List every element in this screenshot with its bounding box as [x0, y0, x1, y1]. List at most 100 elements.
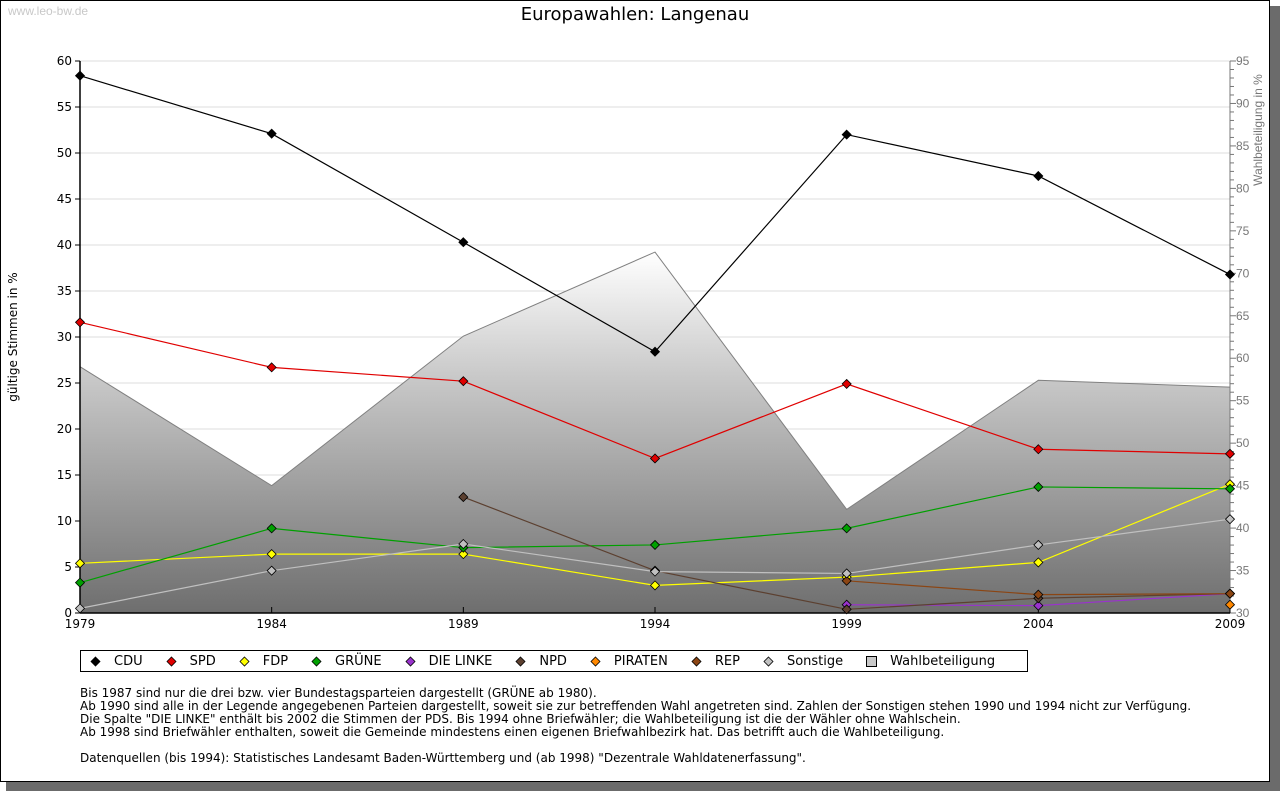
legend-label: PIRATEN [613, 653, 668, 669]
legend-diamond-icon [238, 655, 251, 668]
y2-tick-label: 30 [1236, 606, 1250, 620]
y-tick-label: 60 [57, 54, 72, 68]
data-point-sonstige [1224, 514, 1236, 525]
y2-tick-label: 70 [1236, 266, 1250, 280]
y2-tick-label: 95 [1236, 54, 1250, 68]
data-point-cdu [266, 128, 277, 139]
y-tick-label: 20 [57, 422, 72, 436]
footnotes: Bis 1987 sind nur die drei bzw. vier Bun… [80, 687, 1191, 765]
data-point-fdp [458, 549, 469, 560]
legend-diamond-icon [89, 655, 102, 668]
legend-item: GRÜNE [310, 654, 382, 669]
data-point-fdp [266, 549, 277, 560]
x-tick-label: 1979 [65, 617, 96, 631]
data-point-rep [1033, 589, 1044, 600]
legend-label: Wahlbeteiligung [890, 653, 996, 669]
legend-label: Sonstige [786, 653, 844, 669]
data-point-sonstige [649, 566, 661, 577]
y2-tick-label: 60 [1236, 351, 1250, 365]
footnote-line: Bis 1987 sind nur die drei bzw. vier Bun… [80, 686, 597, 700]
data-point-gr-ne [1224, 483, 1236, 494]
y2-tick-label: 35 [1236, 564, 1250, 578]
data-point-fdp [649, 580, 661, 591]
y-tick-label: 55 [57, 100, 72, 114]
turnout-line [79, 251, 1231, 511]
data-point-spd [458, 376, 469, 387]
y2-tick-label: 85 [1236, 139, 1250, 153]
y-tick-label: 45 [57, 192, 72, 206]
data-point-cdu [458, 237, 469, 248]
data-point-gr-ne [266, 523, 277, 534]
x-tick-label: 1989 [448, 617, 479, 631]
y-tick-label: 15 [57, 468, 72, 482]
x-tick-label: 2004 [1023, 617, 1054, 631]
legend-diamond-icon [589, 655, 602, 668]
y-tick-label: 50 [57, 146, 72, 160]
x-tick-label: 1994 [640, 617, 671, 631]
data-point-rep [1224, 588, 1236, 599]
legend-diamond-icon [690, 655, 703, 668]
data-point-spd [841, 378, 852, 389]
y2-tick-label: 80 [1236, 181, 1250, 195]
data-point-spd [74, 317, 86, 328]
data-point-cdu [649, 346, 661, 357]
turnout-area-layer [79, 251, 1231, 614]
data-point-cdu [1033, 170, 1044, 182]
data-point-npd [841, 604, 852, 615]
y2-tick-label: 40 [1236, 521, 1250, 535]
y2-tick-label: 75 [1236, 224, 1250, 238]
legend-label: REP [714, 653, 740, 669]
y-axis-label: gültige Stimmen in % [6, 272, 20, 401]
data-point-sonstige [266, 565, 277, 576]
footnote-line: Ab 1990 sind alle in der Legende angegeb… [80, 699, 1192, 713]
legend-item: PIRATEN [589, 654, 668, 669]
data-point-fdp [1033, 557, 1044, 568]
y-tick-label: 35 [57, 284, 72, 298]
legend-diamond-icon [514, 655, 527, 668]
watermark: www.leo-bw.de [8, 4, 89, 18]
legend-label: DIE LINKE [428, 653, 493, 669]
y-tick-label: 30 [57, 330, 72, 344]
series-points [74, 70, 1236, 615]
legend-diamond-icon [165, 655, 178, 668]
data-point-sonstige [1033, 539, 1044, 550]
legend-item: Wahlbeteiligung [865, 654, 995, 669]
turnout-area [80, 252, 1230, 614]
y2-tick-label: 50 [1236, 436, 1250, 450]
legend-label: CDU [114, 653, 143, 669]
y2-tick-label: 45 [1236, 479, 1250, 493]
data-point-spd [1033, 444, 1044, 455]
footnote-line: Ab 1998 sind Briefwähler enthalten, sowe… [80, 725, 945, 739]
legend-label: SPD [189, 653, 216, 669]
data-point-gr-ne [649, 539, 661, 550]
y2-tick-label: 55 [1236, 394, 1250, 408]
y-tick-label: 0 [64, 606, 72, 620]
frame-shadow-bottom [6, 782, 1280, 791]
data-point-gr-ne [841, 523, 852, 534]
y-tick-label: 40 [57, 238, 72, 252]
frame-shadow-right [1270, 6, 1280, 791]
data-point-sonstige [841, 568, 852, 579]
y2-axis-label: Wahlbeteiligung in % [1251, 74, 1265, 186]
legend-item: CDU [89, 654, 143, 669]
chart-plot: 0 5 10 15 20 25 30 35 40 45 50 55 60 30 35 40 45 50 55 60 65… [6, 54, 1265, 631]
x-tick-label: 2009 [1215, 617, 1246, 631]
legend-square-icon [865, 655, 878, 668]
legend-item: REP [690, 654, 740, 669]
data-point-spd [1224, 448, 1236, 459]
data-point-die-linke [1033, 600, 1044, 611]
data-point-fdp [74, 558, 86, 569]
data-point-piraten [1224, 599, 1236, 610]
data-point-spd [266, 362, 277, 373]
legend-item: FDP [238, 654, 288, 669]
legend-label: NPD [539, 653, 567, 669]
legend-label: GRÜNE [335, 653, 382, 669]
data-point-gr-ne [1033, 481, 1044, 493]
legend-diamond-icon [762, 655, 775, 668]
data-point-sonstige [458, 538, 469, 550]
y-tick-label: 10 [57, 514, 72, 528]
legend-item: NPD [514, 654, 567, 669]
legend-label: FDP [262, 653, 289, 669]
y-tick-label: 5 [64, 560, 72, 574]
legend-diamond-icon [404, 655, 417, 668]
